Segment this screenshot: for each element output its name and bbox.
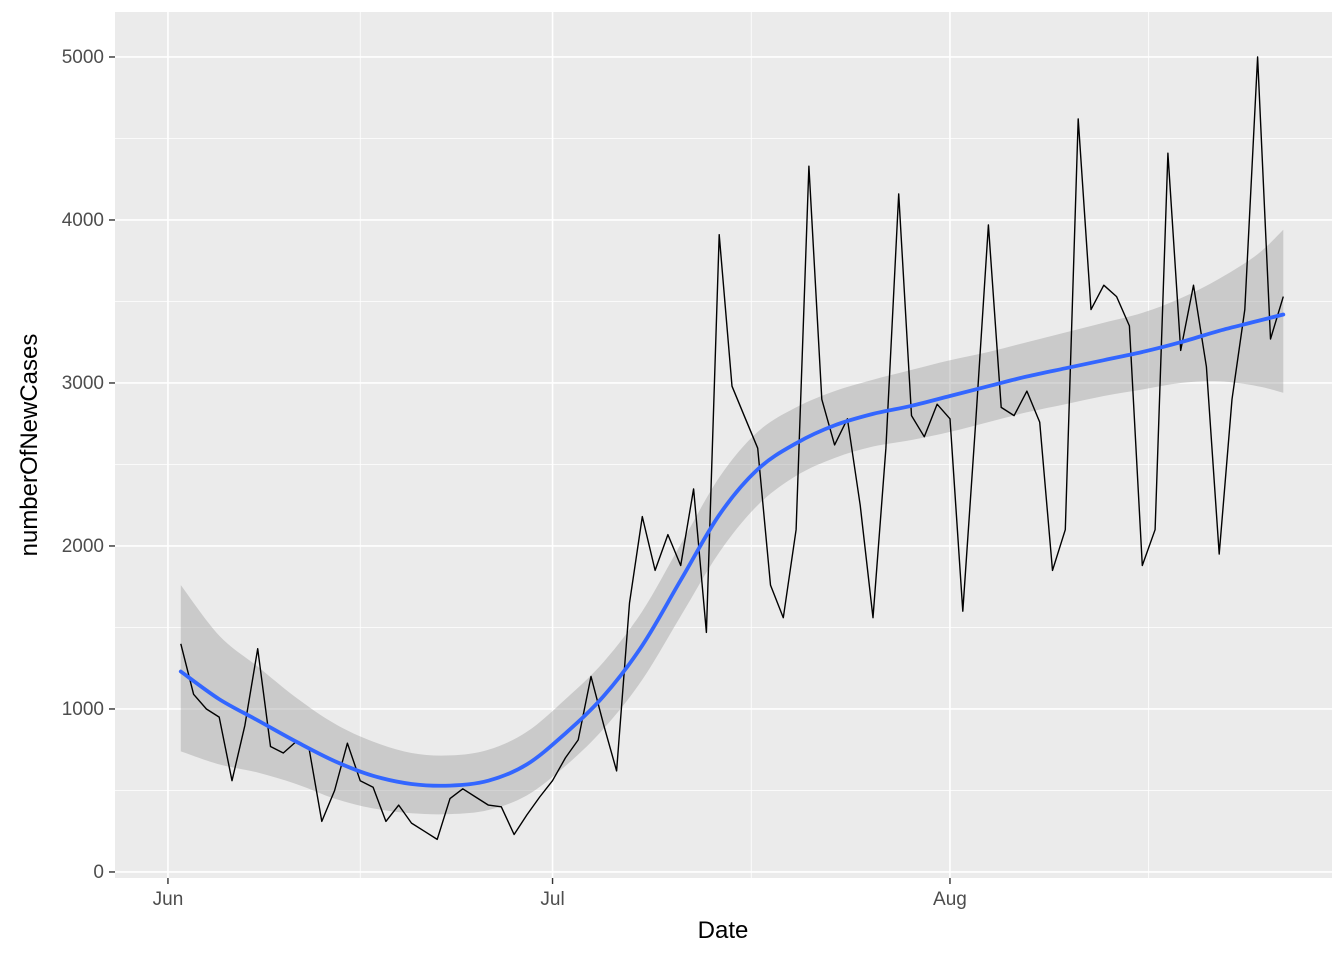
daily-cases-line <box>180 56 1284 841</box>
x-tick-label: Jun <box>153 889 184 910</box>
y-tick-label: 5000 <box>62 47 104 68</box>
y-tick-label: 0 <box>93 862 104 883</box>
smooth-trend-line <box>178 312 1286 788</box>
plot-panel <box>115 12 1332 878</box>
y-tick-label: 1000 <box>62 699 104 720</box>
y-tick-label: 2000 <box>62 536 104 557</box>
x-tick-label: Aug <box>933 889 967 910</box>
y-tick-label: 4000 <box>62 210 104 231</box>
y-tick-label: 3000 <box>62 373 104 394</box>
x-tick-label: Jul <box>540 889 564 910</box>
confidence-band <box>180 229 1284 815</box>
